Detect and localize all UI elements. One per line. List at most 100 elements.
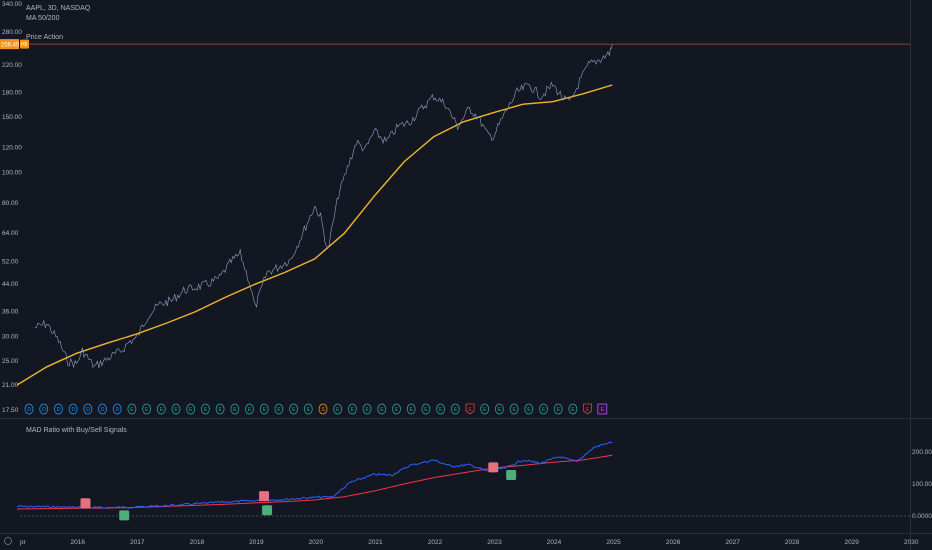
- event-marker-label: E: [468, 407, 472, 413]
- event-marker-shape: [186, 403, 196, 415]
- event-marker-shape: [230, 403, 240, 415]
- price-line: [34, 44, 613, 369]
- event-marker-label: E: [189, 407, 193, 413]
- event-marker-shape: [54, 403, 63, 415]
- event-marker-label: D: [86, 407, 90, 413]
- event-marker-label: E: [277, 407, 281, 413]
- event-marker-label: D: [42, 407, 46, 413]
- event-marker-shape: [583, 403, 592, 415]
- symbol-legend: AAPL, 3D, NASDAQ: [26, 5, 91, 12]
- x-tick-label: 2021: [368, 539, 383, 546]
- x-tick-label: 2030: [904, 539, 919, 546]
- event-marker-shape: [436, 403, 446, 415]
- x-tick-label: pr: [20, 539, 27, 546]
- event-marker-earnings: E: [377, 403, 387, 415]
- event-marker-label: E: [292, 407, 296, 413]
- event-marker-earnings: E: [553, 403, 563, 415]
- x-tick-label: 2027: [725, 539, 740, 546]
- x-tick-label: 2023: [487, 539, 502, 546]
- event-marker-earnings: E: [494, 403, 504, 415]
- y-tick-label: 36.00: [2, 309, 19, 316]
- event-marker-earnings: E: [200, 403, 210, 415]
- event-marker-label: E: [366, 407, 370, 413]
- event-marker-label: E: [454, 407, 458, 413]
- price-action-legend: Price Action: [26, 34, 63, 41]
- event-marker-shape: [127, 403, 137, 415]
- event-marker-label: E: [483, 407, 487, 413]
- event-marker-label: E: [513, 407, 517, 413]
- y-tick-label: 25.00: [2, 358, 19, 365]
- event-marker-label: D: [57, 407, 61, 413]
- event-marker-label: E: [601, 407, 605, 413]
- event-marker-shape: [421, 403, 431, 415]
- ma200-line: [16, 84, 613, 386]
- y-tick-label: 17.50: [2, 407, 19, 414]
- x-tick-label: 2028: [785, 539, 800, 546]
- mad-y-tick-label: 100.00: [912, 481, 932, 488]
- event-marker-shape: [392, 403, 401, 415]
- event-marker-label: E: [557, 407, 561, 413]
- last-price-badge-value: 256.45: [1, 43, 20, 49]
- event-marker-label: D: [72, 407, 76, 413]
- event-marker-shape: [333, 403, 343, 415]
- event-marker-shape: [289, 403, 299, 415]
- event-marker-label: E: [336, 407, 340, 413]
- event-marker-label: E: [145, 407, 149, 413]
- x-tick-label: 2022: [428, 539, 443, 546]
- y-tick-label: 120.00: [2, 145, 22, 152]
- settings-icon: [4, 537, 12, 545]
- event-marker-purple: E: [597, 403, 608, 415]
- event-marker-label: E: [351, 407, 355, 413]
- event-marker-shape: [494, 403, 504, 415]
- event-marker-shape: [171, 403, 181, 415]
- event-marker-dividend: D: [39, 403, 49, 415]
- y-tick-label: 280.00: [2, 29, 22, 36]
- event-marker-earnings: E: [333, 403, 343, 415]
- event-marker-shape: [142, 403, 152, 415]
- event-marker-dividend: D: [24, 403, 34, 415]
- x-tick-label: 2029: [844, 539, 859, 546]
- event-marker-label: E: [410, 407, 414, 413]
- event-marker-dividend: D: [112, 403, 122, 415]
- event-marker-red: E: [583, 403, 592, 415]
- event-marker-shape: [274, 403, 284, 415]
- event-marker-earnings: E: [421, 403, 431, 415]
- event-marker-label: E: [395, 407, 399, 413]
- event-marker-earnings: E: [156, 403, 166, 415]
- event-marker-earnings: E: [186, 403, 196, 415]
- y-tick-label: 100.00: [2, 169, 22, 176]
- buy-signal-marker: [119, 510, 130, 521]
- event-marker-earnings: E: [509, 403, 519, 415]
- event-marker-earnings: E: [568, 403, 578, 415]
- event-marker-dividend: D: [54, 403, 63, 415]
- x-tick-label: 2018: [190, 539, 205, 546]
- event-marker-label: E: [263, 407, 267, 413]
- event-marker-shape: [465, 403, 475, 415]
- event-marker-label: E: [380, 407, 384, 413]
- event-marker-label: E: [219, 407, 223, 413]
- event-marker-earnings: E: [450, 403, 460, 415]
- event-marker-label: E: [542, 407, 546, 413]
- sell-signal-marker: [488, 462, 499, 473]
- y-tick-label: 52.00: [2, 258, 19, 265]
- y-tick-label: 44.00: [2, 281, 19, 288]
- event-marker-shape: [245, 403, 254, 415]
- y-tick-label: 150.00: [2, 114, 22, 121]
- x-tick-label: 2017: [130, 539, 145, 546]
- event-marker-shape: [156, 403, 166, 415]
- buy-signal-marker: [506, 470, 517, 481]
- event-marker-shape: [303, 403, 313, 415]
- event-marker-earnings: E: [392, 403, 401, 415]
- event-marker-dividend: D: [98, 403, 107, 415]
- event-marker-label: E: [424, 407, 428, 413]
- event-marker-shape: [362, 403, 372, 415]
- event-marker-earnings: E: [436, 403, 446, 415]
- event-marker-earnings: E: [303, 403, 313, 415]
- event-marker-shape: [524, 403, 534, 415]
- event-marker-label: D: [27, 407, 31, 413]
- event-marker-earnings: E: [142, 403, 152, 415]
- event-marker-label: E: [586, 407, 590, 413]
- event-marker-label: E: [248, 407, 252, 413]
- event-marker-earnings: E: [289, 403, 299, 415]
